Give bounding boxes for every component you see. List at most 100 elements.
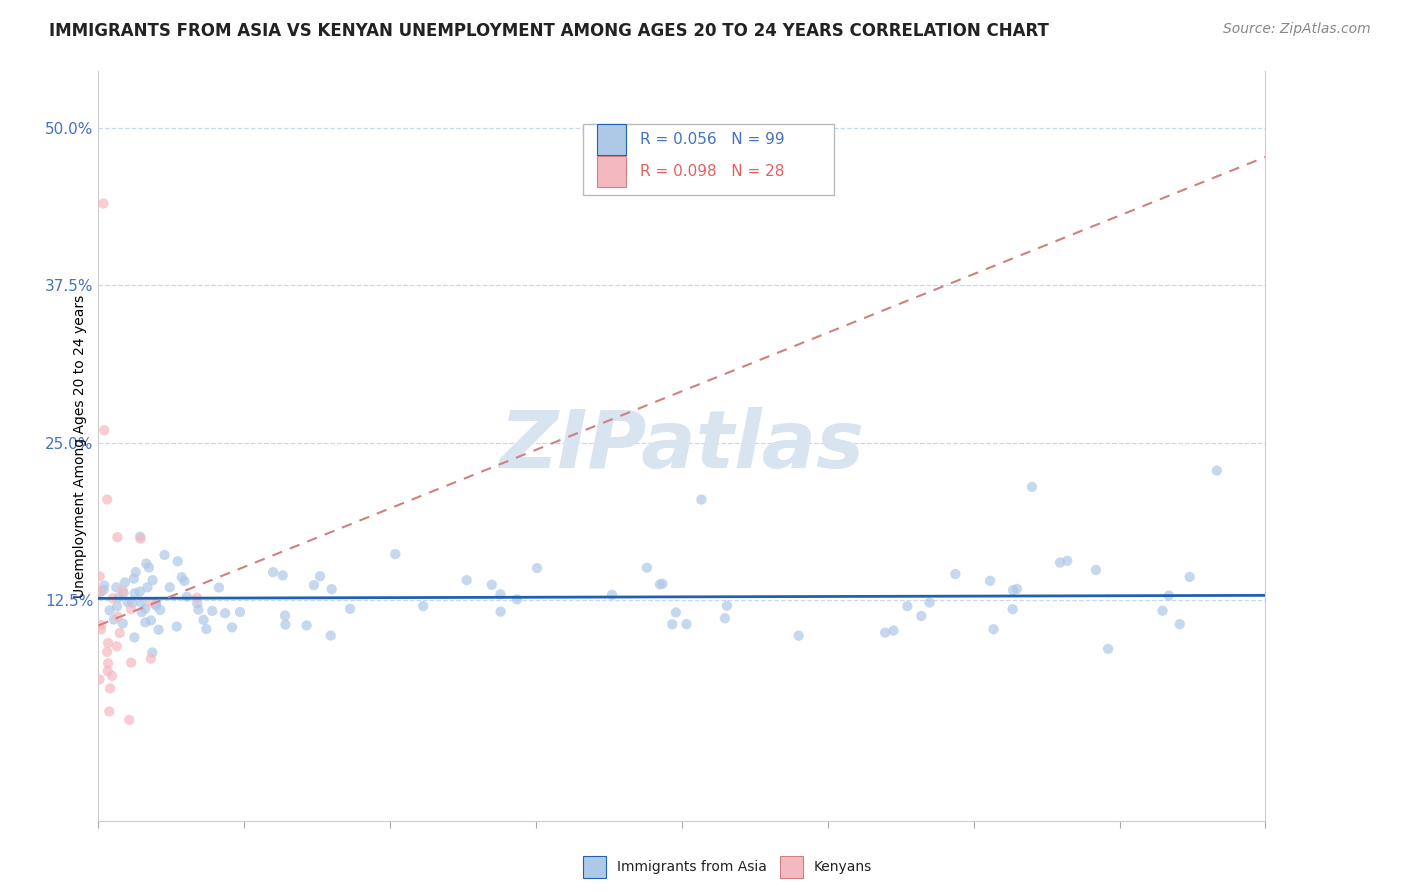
Immigrants from Asia (1021, 480, 1043, 494)
Kenyans (118, 713, 141, 727)
Immigrants from Asia (412, 599, 434, 613)
Kenyans (111, 583, 134, 598)
Immigrants from Asia (89, 585, 111, 599)
Kenyans (89, 569, 111, 583)
Kenyans (98, 705, 121, 719)
Immigrants from Asia (384, 547, 406, 561)
Immigrants from Asia (107, 591, 129, 605)
Kenyans (89, 673, 111, 687)
Immigrants from Asia (187, 602, 209, 616)
Immigrants from Asia (1005, 582, 1028, 596)
Immigrants from Asia (159, 580, 181, 594)
Immigrants from Asia (690, 492, 713, 507)
Immigrants from Asia (600, 588, 623, 602)
Immigrants from Asia (321, 582, 343, 596)
Immigrants from Asia (139, 614, 162, 628)
Immigrants from Asia (1001, 602, 1024, 616)
Text: ZIPatlas: ZIPatlas (499, 407, 865, 485)
Immigrants from Asia (105, 580, 128, 594)
Kenyans (107, 530, 129, 544)
Immigrants from Asia (943, 566, 966, 581)
Immigrants from Asia (481, 578, 503, 592)
Kenyans (120, 602, 142, 616)
Immigrants from Asia (787, 629, 810, 643)
Immigrants from Asia (302, 578, 325, 592)
Immigrants from Asia (129, 596, 152, 610)
Immigrants from Asia (201, 604, 224, 618)
Immigrants from Asia (896, 599, 918, 614)
Immigrants from Asia (636, 560, 658, 574)
Immigrants from Asia (186, 596, 208, 610)
Immigrants from Asia (506, 592, 529, 607)
Immigrants from Asia (979, 574, 1001, 588)
Immigrants from Asia (125, 565, 148, 579)
Immigrants from Asia (918, 595, 941, 609)
Immigrants from Asia (141, 573, 163, 587)
Text: Immigrants from Asia: Immigrants from Asia (617, 860, 768, 874)
Immigrants from Asia (716, 599, 738, 613)
Kenyans (139, 651, 162, 665)
Immigrants from Asia (124, 586, 146, 600)
Immigrants from Asia (675, 617, 697, 632)
Kenyans (120, 656, 142, 670)
Immigrants from Asia (873, 625, 896, 640)
Immigrants from Asia (319, 628, 342, 642)
Text: IMMIGRANTS FROM ASIA VS KENYAN UNEMPLOYMENT AMONG AGES 20 TO 24 YEARS CORRELATIO: IMMIGRANTS FROM ASIA VS KENYAN UNEMPLOYM… (49, 22, 1049, 40)
Immigrants from Asia (1056, 554, 1078, 568)
Immigrants from Asia (173, 574, 195, 588)
Immigrants from Asia (129, 530, 152, 544)
Immigrants from Asia (98, 603, 121, 617)
Immigrants from Asia (882, 624, 904, 638)
Immigrants from Asia (271, 568, 294, 582)
Immigrants from Asia (651, 577, 673, 591)
Immigrants from Asia (112, 586, 135, 600)
Immigrants from Asia (456, 573, 478, 587)
Immigrants from Asia (714, 611, 737, 625)
Immigrants from Asia (214, 606, 236, 620)
Immigrants from Asia (489, 587, 512, 601)
Immigrants from Asia (145, 597, 167, 611)
Immigrants from Asia (124, 631, 146, 645)
Immigrants from Asia (128, 584, 150, 599)
Immigrants from Asia (122, 572, 145, 586)
Kenyans (101, 669, 124, 683)
Immigrants from Asia (103, 613, 125, 627)
Immigrants from Asia (134, 601, 156, 615)
Kenyans (107, 609, 129, 624)
Immigrants from Asia (117, 595, 139, 609)
Immigrants from Asia (105, 599, 128, 614)
Immigrants from Asia (274, 617, 297, 632)
Immigrants from Asia (229, 605, 252, 619)
Kenyans (90, 623, 112, 637)
Kenyans (97, 636, 120, 650)
Immigrants from Asia (910, 609, 932, 624)
Immigrants from Asia (145, 599, 167, 613)
Kenyans (96, 492, 118, 507)
Immigrants from Asia (983, 622, 1005, 636)
Kenyans (97, 664, 120, 678)
Immigrants from Asia (149, 603, 172, 617)
Immigrants from Asia (176, 590, 198, 604)
Immigrants from Asia (295, 618, 318, 632)
Immigrants from Asia (170, 570, 193, 584)
Immigrants from Asia (111, 616, 134, 631)
Immigrants from Asia (1002, 583, 1025, 598)
Immigrants from Asia (274, 608, 297, 623)
Immigrants from Asia (1152, 604, 1174, 618)
Immigrants from Asia (193, 613, 215, 627)
Kenyans (90, 618, 112, 632)
Immigrants from Asia (339, 602, 361, 616)
Immigrants from Asia (1049, 556, 1071, 570)
Immigrants from Asia (489, 605, 512, 619)
Text: Source: ZipAtlas.com: Source: ZipAtlas.com (1223, 22, 1371, 37)
Immigrants from Asia (526, 561, 548, 575)
Kenyans (97, 657, 120, 671)
Immigrants from Asia (166, 554, 188, 568)
Immigrants from Asia (93, 582, 115, 597)
Immigrants from Asia (208, 581, 231, 595)
Kenyans (129, 532, 152, 546)
Immigrants from Asia (166, 619, 188, 633)
FancyBboxPatch shape (596, 124, 626, 155)
Kenyans (89, 584, 111, 599)
Kenyans (105, 640, 128, 654)
